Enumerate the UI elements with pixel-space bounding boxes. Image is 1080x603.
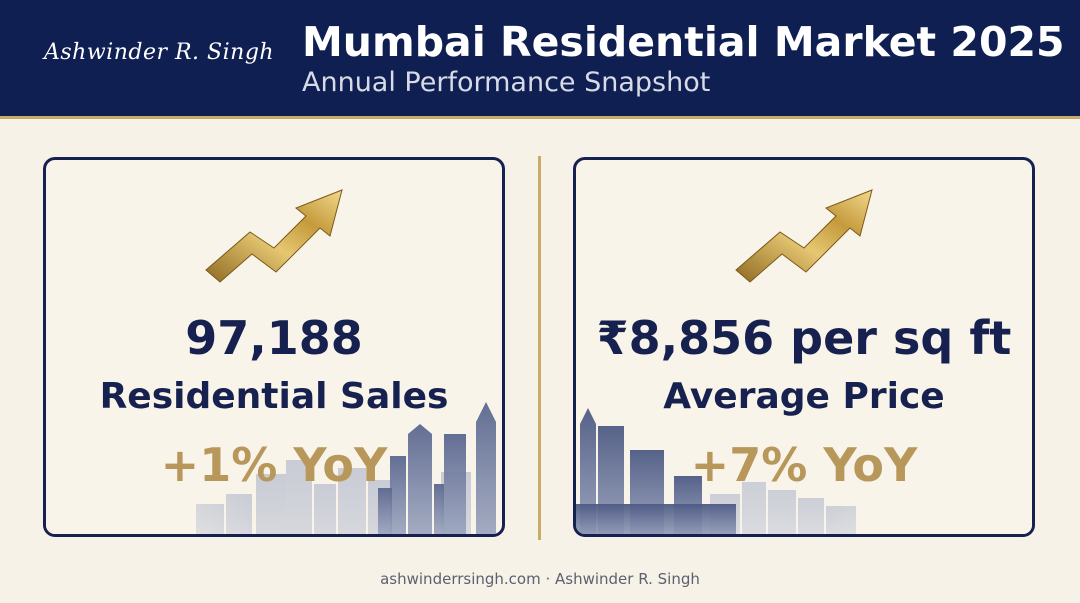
header-divider (0, 116, 1080, 119)
sales-value: 97,188 (185, 311, 363, 365)
center-divider (538, 156, 541, 540)
price-change: +7% YoY (690, 438, 918, 492)
author-signature: Ashwinder R. Singh (44, 40, 275, 65)
price-card: ₹8,856 per sq ft Average Price +7% YoY (573, 157, 1035, 537)
price-label: Average Price (663, 376, 945, 417)
sales-change: +1% YoY (160, 438, 388, 492)
upward-trend-arrow-icon (205, 189, 343, 283)
city-skyline-image (576, 364, 1032, 534)
price-value: ₹8,856 per sq ft (596, 311, 1012, 365)
footer-credit: ashwinderrsingh.com · Ashwinder R. Singh (380, 570, 700, 588)
city-skyline-image (46, 364, 502, 534)
upward-trend-arrow-icon (735, 189, 873, 283)
page-subtitle: Annual Performance Snapshot (302, 67, 711, 98)
header-banner (0, 0, 1080, 116)
sales-label: Residential Sales (99, 376, 449, 417)
page-title: Mumbai Residential Market 2025 (302, 18, 1065, 66)
sales-card: 97,188 Residential Sales +1% YoY (43, 157, 505, 537)
